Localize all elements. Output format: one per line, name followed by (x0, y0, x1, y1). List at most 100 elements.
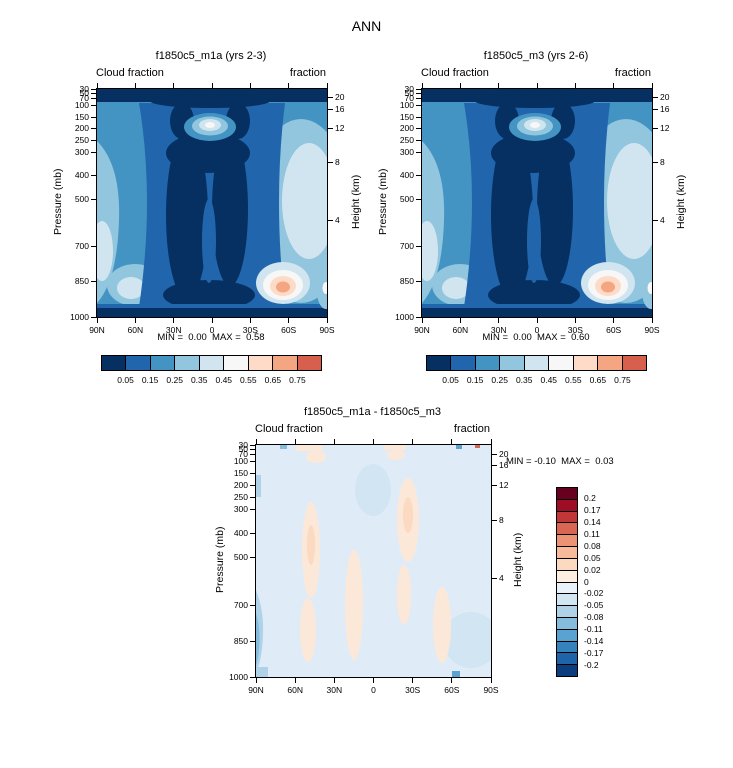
pressure-tick-label: 300 (74, 146, 89, 157)
latitude-tick (498, 83, 500, 88)
latitude-tick-label: 60N (287, 685, 303, 695)
panel1-contour-field (97, 89, 327, 317)
latitude-tick-label: 30S (405, 685, 421, 695)
panel2-field-label: Cloud fraction (421, 67, 489, 79)
latitude-tick (651, 318, 653, 323)
pressure-tick-label: 850 (233, 635, 248, 646)
pressure-tick (416, 245, 421, 247)
pressure-tick (416, 198, 421, 200)
height-tick (653, 108, 658, 110)
height-tick (492, 485, 497, 487)
latitude-tick-label: 90S (483, 685, 499, 695)
pressure-tick (250, 676, 255, 678)
colorbar-tick-label: -0.11 (584, 624, 603, 634)
pressure-tick-label: 100 (233, 456, 248, 467)
pressure-tick (416, 151, 421, 153)
pressure-tick (91, 88, 96, 90)
latitude-tick-label: 90N (248, 685, 264, 695)
panel1-field-label: Cloud fraction (96, 67, 164, 79)
colorbar-tick-label: 0.35 (515, 375, 533, 385)
pressure-tick (416, 104, 421, 106)
pressure-tick-label: 150 (233, 468, 248, 479)
colorbar-tick-label: -0.02 (584, 588, 604, 599)
colorbar-tick-label: 0.14 (584, 517, 601, 528)
colorbar-box (272, 355, 298, 371)
pressure-tick (250, 473, 255, 475)
colorbar-tick-label: 0.65 (264, 375, 282, 385)
height-tick-label: 16 (660, 103, 670, 114)
colorbar-tick-label: 0.05 (117, 375, 134, 385)
pressure-tick (250, 454, 255, 456)
colorbar-tick-label: 0.05 (584, 552, 601, 563)
pressure-tick-label: 30 (238, 439, 248, 450)
panel2-contour-field (422, 89, 652, 317)
pressure-tick (91, 97, 96, 99)
colorbar-tick-label: 0.45 (215, 375, 233, 385)
panel1-contour-plot: 30 50 70 100 150 200 250 300 400 500 700 850 1000 20 1… (70, 83, 344, 335)
pressure-tick-label: 400 (233, 527, 248, 538)
colorbar-box (499, 355, 525, 371)
latitude-tick-label: 30S (242, 325, 258, 335)
latitude-tick (421, 83, 423, 88)
height-tick (492, 578, 497, 580)
latitude-tick (651, 83, 653, 88)
latitude-tick (249, 318, 251, 323)
panel2-minmax: MIN = 0.00 MAX = 0.60 (482, 332, 590, 343)
pressure-tick-label: 50 (404, 88, 414, 99)
figure-title: ANN (351, 18, 382, 34)
colorbar-tick-label: 0.75 (289, 375, 306, 385)
latitude-tick (613, 318, 615, 323)
latitude-tick (173, 83, 175, 88)
latitude-tick (326, 83, 328, 88)
pressure-tick-label: 500 (74, 193, 89, 204)
latitude-tick-label: 0 (371, 685, 376, 695)
colorbar-box (621, 355, 647, 371)
pressure-tick (250, 532, 255, 534)
panel3-height-axis-title: Height (km) (512, 532, 524, 588)
height-tick-label: 4 (660, 215, 665, 226)
pressure-tick-label: 1000 (395, 311, 414, 322)
panel3-units-label: fraction (453, 423, 490, 435)
pressure-tick (250, 556, 255, 558)
height-tick-label: 16 (499, 460, 509, 471)
latitude-tick (333, 678, 335, 683)
panel3-minmax: MIN = -0.10 MAX = 0.03 (506, 456, 614, 467)
panel3-contour-plot: 30 50 70 100 150 200 250 300 400 500 700 850 1000 20 1… (229, 439, 508, 695)
panel3-contour-field (256, 445, 491, 677)
colorbar-box (198, 355, 225, 371)
latitude-tick (326, 318, 328, 323)
latitude-tick (294, 439, 296, 444)
pressure-tick-label: 70 (238, 449, 248, 460)
colorbar-tick-label: 0.55 (565, 375, 582, 385)
colorbar-tick-label: 0.55 (240, 375, 257, 385)
pressure-tick (91, 140, 96, 142)
colorbar-box (597, 355, 623, 371)
colorbar-tick-label: 0.15 (466, 375, 484, 385)
pressure-tick-label: 1000 (229, 671, 248, 682)
latitude-tick (211, 318, 213, 323)
colorbar-box (450, 355, 476, 371)
latitude-tick (498, 318, 500, 323)
pressure-tick (91, 316, 96, 318)
latitude-tick-label: 30N (165, 325, 182, 335)
height-tick-label: 4 (499, 573, 504, 584)
latitude-tick-label: 30N (326, 685, 343, 695)
colorbar-tick-label: -0.08 (584, 612, 604, 623)
latitude-tick (288, 83, 290, 88)
colorbar-box (523, 355, 550, 371)
pressure-tick-label: 50 (79, 88, 89, 99)
colorbar-box (474, 355, 501, 371)
pressure-tick-label: 150 (399, 111, 414, 122)
pressure-tick-label: 700 (399, 240, 414, 251)
pressure-tick-label: 100 (74, 99, 89, 110)
pressure-tick-label: 200 (74, 123, 89, 134)
pressure-tick-label: 250 (399, 135, 414, 146)
latitude-tick (459, 318, 461, 323)
panel1-subtitle-row: Cloud fraction fraction (96, 67, 326, 79)
colorbar-tick-label: -0.14 (584, 635, 604, 646)
latitude-tick (373, 439, 374, 444)
colorbar-tick-label: 0.65 (589, 375, 607, 385)
pressure-tick (416, 128, 421, 130)
panel2-title: f1850c5_m3 (yrs 2-6) (483, 50, 589, 62)
